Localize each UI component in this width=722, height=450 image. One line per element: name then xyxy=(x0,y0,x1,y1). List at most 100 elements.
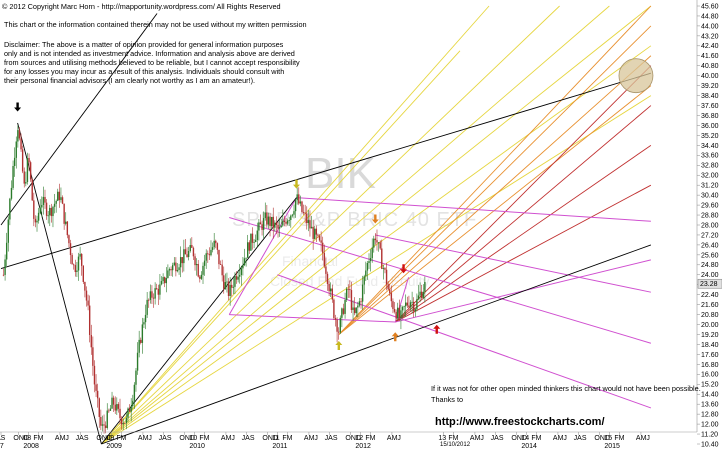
candle-body xyxy=(232,286,235,288)
candle-body xyxy=(306,213,308,224)
candle-body xyxy=(186,254,188,257)
candle-body xyxy=(84,281,86,291)
candle-body xyxy=(15,141,17,158)
candle-body xyxy=(92,347,94,366)
candle-body xyxy=(101,424,104,426)
candle-body xyxy=(317,234,319,236)
yellow-fan-line xyxy=(101,95,652,445)
candle-body xyxy=(248,242,250,251)
x-tick-label: AMJ xyxy=(636,435,650,442)
candle-body xyxy=(301,201,303,212)
candle-body xyxy=(395,311,397,319)
candle-body xyxy=(409,302,412,308)
candle-body xyxy=(37,212,40,221)
candle-body xyxy=(124,422,126,424)
x-tick-label: OND xyxy=(13,435,29,442)
candle-body xyxy=(68,235,70,244)
candle-body xyxy=(199,276,201,279)
candle-body xyxy=(334,317,337,320)
y-tick-label: 28.80 xyxy=(701,212,719,219)
arrow-up-yellow xyxy=(335,340,343,350)
candle-body xyxy=(4,259,6,275)
candle-body xyxy=(41,204,43,208)
candle-body xyxy=(341,308,343,318)
candle-body xyxy=(167,270,169,279)
candle-body xyxy=(128,408,131,412)
candle-body xyxy=(170,269,172,271)
candle-body xyxy=(13,157,16,166)
candle-body xyxy=(280,225,282,228)
candle-body xyxy=(197,263,199,277)
candle-body xyxy=(125,417,128,423)
candle-body xyxy=(100,416,102,426)
candle-body xyxy=(245,257,247,259)
candle-body xyxy=(98,398,100,417)
candle-body xyxy=(205,253,207,261)
candle-body xyxy=(49,207,51,216)
y-tick-label: 24.00 xyxy=(701,272,719,279)
candle-body xyxy=(104,425,107,428)
x-tick-label: AMJ xyxy=(221,435,235,442)
candle-body xyxy=(387,284,389,290)
candle-body xyxy=(141,324,144,343)
y-tick-label: 39.20 xyxy=(701,83,719,90)
y-tick-label: 13.60 xyxy=(701,402,719,409)
candle-body xyxy=(269,216,271,227)
x-tick-label: JAS xyxy=(242,435,255,442)
candle-body xyxy=(77,256,80,271)
x-tick-label: OND xyxy=(262,435,278,442)
x-year-label: 2014 xyxy=(521,443,537,450)
candle-body xyxy=(191,245,193,248)
candle-body xyxy=(28,158,30,163)
candle-body xyxy=(240,268,243,276)
candle-body xyxy=(108,410,110,412)
candle-body xyxy=(368,261,370,264)
x-tick-label: 14 xyxy=(521,435,529,442)
x-tick-label: JAS xyxy=(76,435,89,442)
candle-body xyxy=(389,289,391,294)
pitchfork-line xyxy=(228,197,297,315)
candle-body xyxy=(106,410,108,428)
y-tick-label: 21.60 xyxy=(701,302,719,309)
candle-body xyxy=(420,291,423,298)
x-tick-label: FM xyxy=(116,435,126,442)
candle-body xyxy=(371,247,373,259)
candle-body xyxy=(339,317,341,333)
x-tick-label: JAS xyxy=(159,435,172,442)
candle-body xyxy=(136,352,139,371)
candle-body xyxy=(237,276,239,280)
candle-body xyxy=(17,130,19,142)
candle-body xyxy=(304,212,306,214)
candle-body xyxy=(374,238,377,241)
candle-body xyxy=(178,267,180,270)
candle-body xyxy=(71,255,73,265)
candle-body xyxy=(18,130,21,139)
x-year-label: 2008 xyxy=(23,443,39,450)
candle-body xyxy=(422,291,424,298)
arrow-up-red xyxy=(433,324,441,334)
yellow-fan-line xyxy=(101,5,610,445)
y-tick-label: 37.60 xyxy=(701,103,719,110)
candle-body xyxy=(278,227,281,229)
candle-body xyxy=(183,249,185,264)
candle-body xyxy=(275,222,278,225)
x-tick-label: OND xyxy=(511,435,527,442)
candle-body xyxy=(29,162,32,180)
x-tick-label: AMJ xyxy=(387,435,401,442)
candle-body xyxy=(312,226,314,239)
y-tick-label: 26.40 xyxy=(701,242,719,249)
candle-body xyxy=(79,253,81,257)
candle-body xyxy=(261,224,263,230)
x-tick-label: AMJ xyxy=(470,435,484,442)
candle-body xyxy=(373,238,375,248)
candle-body xyxy=(350,290,353,310)
candle-body xyxy=(50,207,53,217)
arrow-down-yellow xyxy=(292,179,300,189)
candle-body xyxy=(210,249,212,256)
candle-body xyxy=(411,301,413,303)
freestockcharts-link[interactable]: http://www.freestockcharts.com/ xyxy=(435,416,605,428)
candle-body xyxy=(39,207,41,213)
candle-body xyxy=(406,302,409,306)
